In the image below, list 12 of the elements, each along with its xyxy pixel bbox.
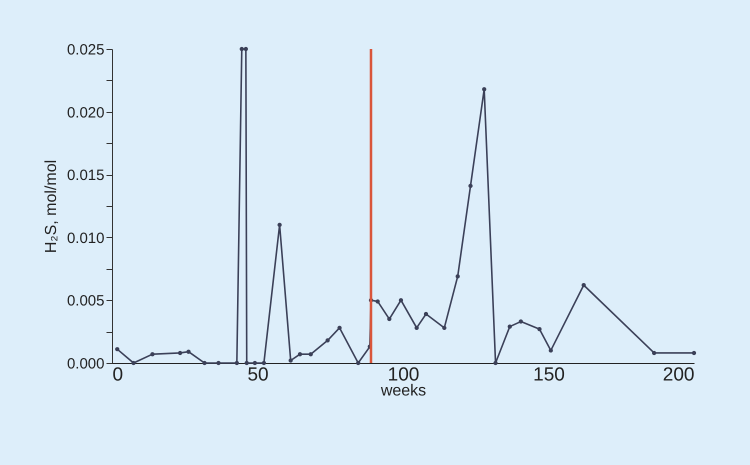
x-tick-label: 200	[662, 364, 694, 386]
y-tick-label: 0.015	[66, 167, 104, 184]
x-tick-label: 0	[112, 364, 124, 386]
y-tick-label: 0.000	[66, 356, 104, 372]
x-tick-label: 150	[533, 364, 565, 386]
x-axis-title: weeks	[380, 382, 426, 400]
y-axis-title: H₂S, mol/mol	[42, 160, 60, 254]
y-tick-label: 0.010	[66, 230, 104, 247]
y-tick-label: 0.025	[66, 42, 104, 58]
y-tick-label: 0.005	[66, 292, 104, 310]
y-tick-label: 0.020	[66, 104, 104, 122]
x-tick-label: 50	[247, 364, 269, 386]
